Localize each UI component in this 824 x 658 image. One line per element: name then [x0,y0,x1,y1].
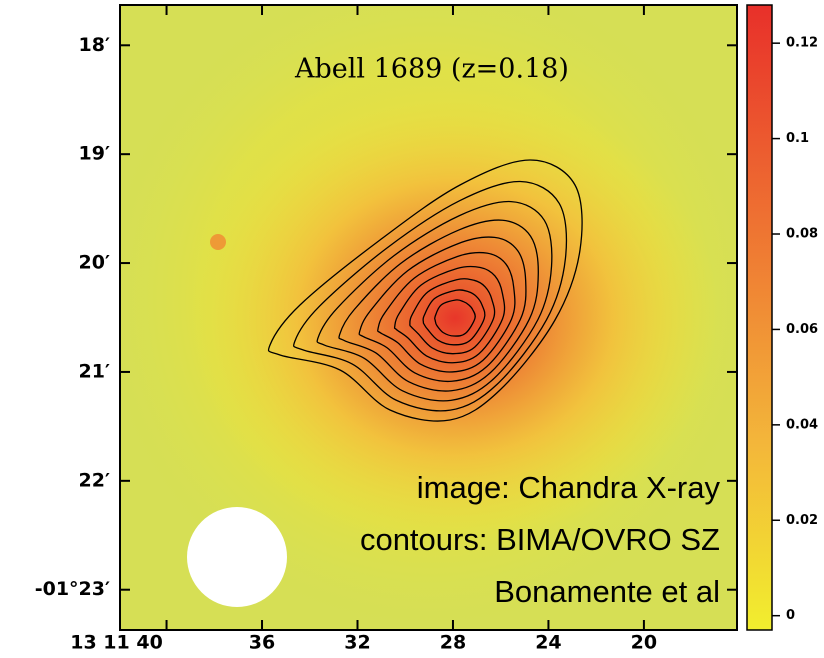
chart-title: Abell 1689 (z=0.18) [294,54,569,85]
contour [422,289,486,346]
x-tick-label: 24 [535,632,561,654]
colorbar-tick-label: 0.04 [786,417,818,432]
x-tick-label: 13 11 40 [70,632,163,654]
y-tick-label: 22′ [79,469,110,491]
contour [358,236,527,383]
colorbar-tick-label: 0.08 [786,227,818,242]
x-tick-label: 20 [631,632,657,654]
colorbar-tick-label: 0 [786,608,795,623]
x-tick-label: 36 [249,632,275,654]
beam [187,507,287,607]
x-tick-label: 32 [344,632,370,654]
contour [393,265,506,364]
y-tick-label: 20′ [79,252,110,274]
x-tick-label: 28 [440,632,466,654]
annotation: Bonamente et al [494,574,720,609]
colorbar-tick-label: 0.1 [786,131,809,146]
contour [338,219,539,392]
colorbar-tick-label: 0.12 [786,36,818,51]
contour [267,159,583,422]
annotation: contours: BIMA/OVRO SZ [360,522,720,557]
contour [293,180,568,412]
colorbar-tick-label: 0.02 [786,513,818,528]
y-tick-label: -01°23′ [35,578,110,600]
y-tick-label: 18′ [79,34,110,56]
y-tick-label: 21′ [79,360,110,382]
contour [377,251,516,373]
frame [119,4,738,631]
colorbar-tick-label: 0.06 [786,322,818,337]
colorbar [746,4,773,631]
contour [409,278,496,355]
xray-image [120,5,737,630]
contour [434,299,476,337]
contour [316,200,553,402]
y-tick-label: 19′ [79,143,110,165]
annotation: image: Chandra X-ray [417,470,721,505]
